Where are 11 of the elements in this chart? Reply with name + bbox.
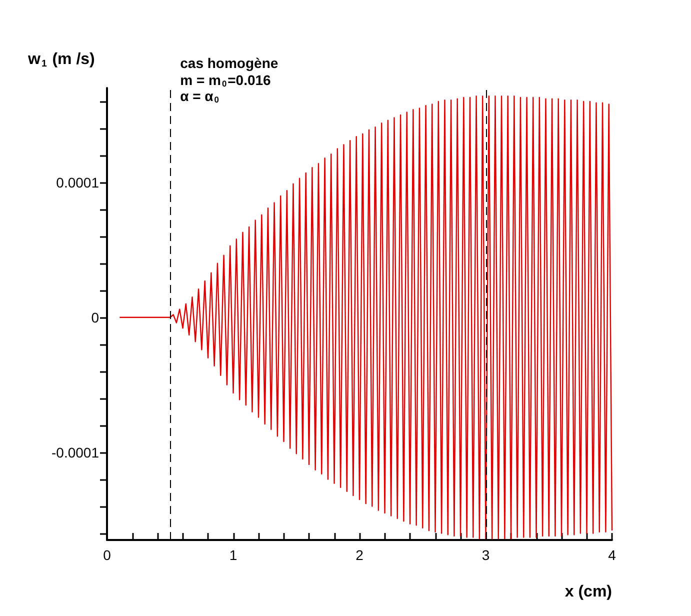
text: cas homogène: [180, 55, 278, 71]
y-tick-label: 0.0001: [56, 174, 100, 190]
x-tick-label: 2: [356, 547, 364, 563]
line-series: [119, 95, 613, 540]
x-tick-label: 4: [608, 547, 616, 563]
x-tick-label: 3: [482, 547, 490, 563]
y-tick-label: 0: [91, 309, 100, 326]
x-tick-label: 0: [103, 547, 112, 563]
x-tick-label: 1: [229, 547, 238, 563]
y-tick-label: -0.0001: [52, 444, 100, 460]
x-axis-title: x (cm): [564, 584, 612, 600]
